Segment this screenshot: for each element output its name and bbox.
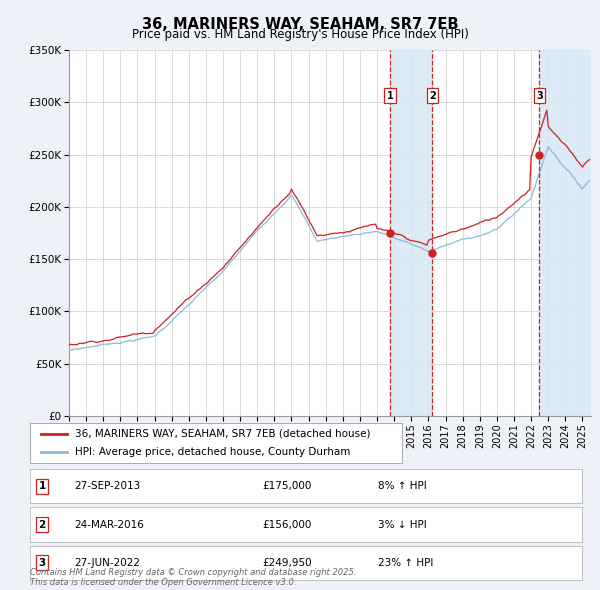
Text: 2: 2 bbox=[38, 520, 46, 529]
Bar bbox=[390, 50, 433, 416]
Text: 3% ↓ HPI: 3% ↓ HPI bbox=[378, 520, 427, 529]
Text: Price paid vs. HM Land Registry's House Price Index (HPI): Price paid vs. HM Land Registry's House … bbox=[131, 28, 469, 41]
Text: £175,000: £175,000 bbox=[262, 481, 311, 491]
Text: 36, MARINERS WAY, SEAHAM, SR7 7EB: 36, MARINERS WAY, SEAHAM, SR7 7EB bbox=[142, 17, 458, 31]
Text: 2: 2 bbox=[429, 91, 436, 101]
Text: HPI: Average price, detached house, County Durham: HPI: Average price, detached house, Coun… bbox=[74, 447, 350, 457]
Text: 3: 3 bbox=[536, 91, 543, 101]
Bar bbox=[539, 50, 591, 416]
Text: 3: 3 bbox=[38, 558, 46, 568]
Text: 36, MARINERS WAY, SEAHAM, SR7 7EB (detached house): 36, MARINERS WAY, SEAHAM, SR7 7EB (detac… bbox=[74, 429, 370, 439]
Text: 27-JUN-2022: 27-JUN-2022 bbox=[74, 558, 140, 568]
Text: 27-SEP-2013: 27-SEP-2013 bbox=[74, 481, 140, 491]
Text: 1: 1 bbox=[38, 481, 46, 491]
Text: 1: 1 bbox=[386, 91, 393, 101]
Text: 24-MAR-2016: 24-MAR-2016 bbox=[74, 520, 144, 529]
Text: £249,950: £249,950 bbox=[262, 558, 311, 568]
Text: 23% ↑ HPI: 23% ↑ HPI bbox=[378, 558, 433, 568]
Text: £156,000: £156,000 bbox=[262, 520, 311, 529]
Text: Contains HM Land Registry data © Crown copyright and database right 2025.
This d: Contains HM Land Registry data © Crown c… bbox=[30, 568, 356, 587]
Text: 8% ↑ HPI: 8% ↑ HPI bbox=[378, 481, 427, 491]
